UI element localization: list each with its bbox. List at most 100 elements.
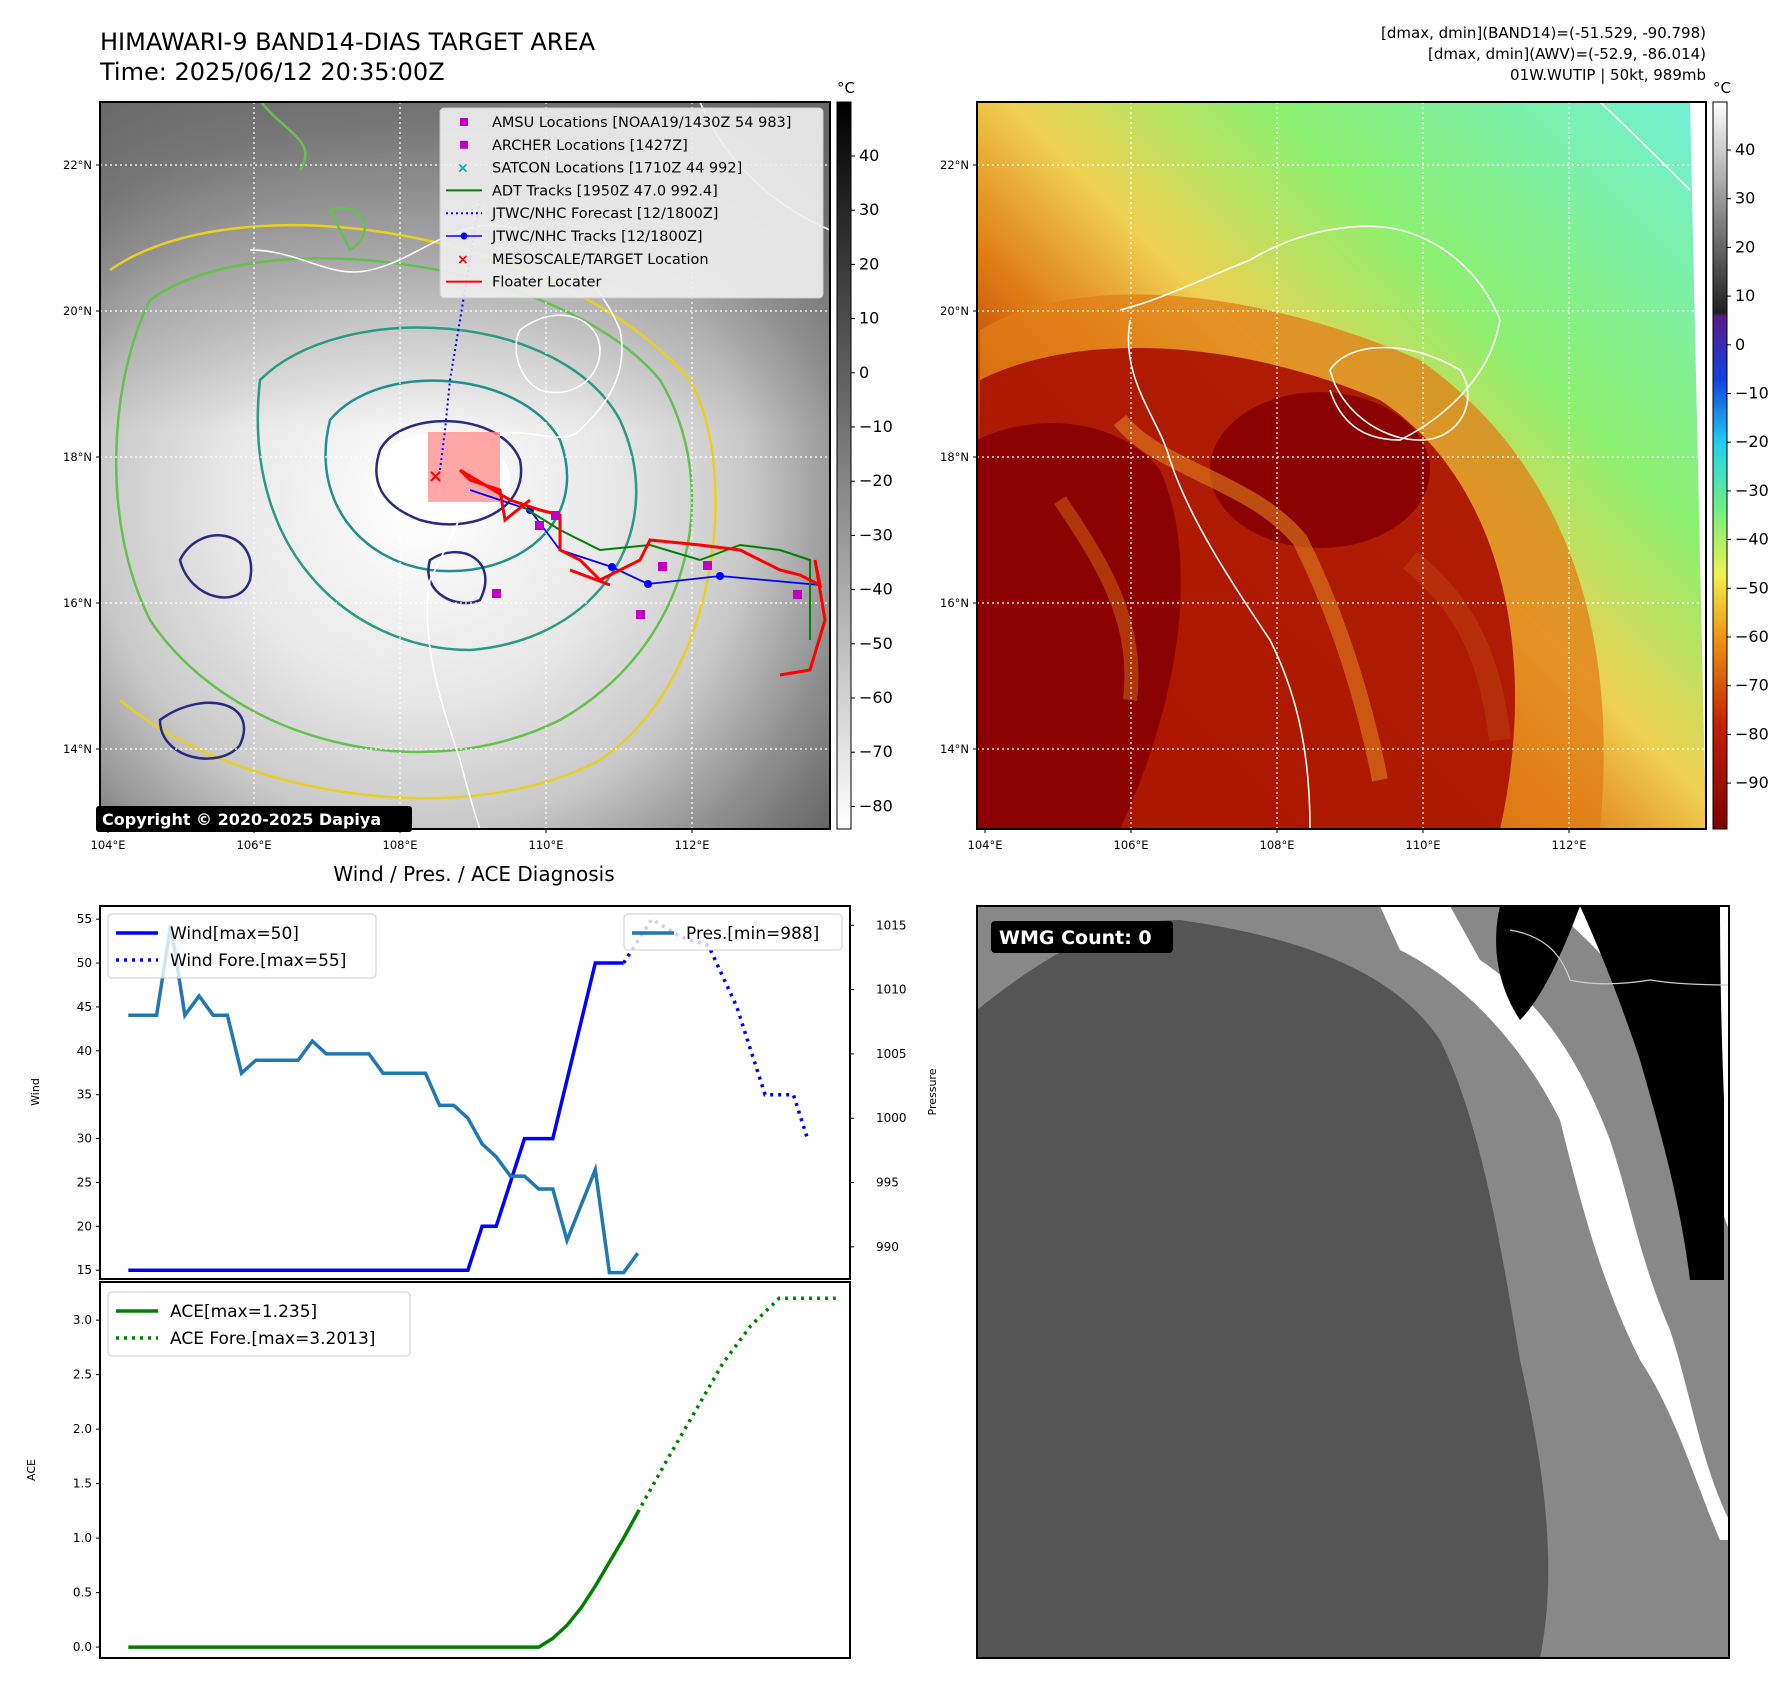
pressure-axis-label: Pressure — [926, 1068, 939, 1115]
awv-colorbar-tick-label: −80 — [1735, 724, 1769, 743]
wind-axis-label: Wind — [29, 1078, 42, 1106]
map-legend-item: JTWC/NHC Forecast [12/1800Z] — [446, 206, 718, 222]
map-legend-item: Floater Locater — [446, 275, 601, 291]
ir-colorbar-tick-label: 10 — [859, 309, 879, 328]
mesoscale-marker: × — [428, 466, 443, 487]
ace-panel: 0.0 0.5 1.0 1.5 2.0 2.5 3.0 ACE[max=1.235] ACE F… — [25, 1281, 851, 1659]
ir-lon-label: 112°E — [675, 838, 710, 852]
series-wind — [128, 961, 624, 1272]
map-legend-item: AMSU Locations [NOAA19/1430Z 54 983] — [460, 115, 791, 131]
ace-axis-label: ACE — [25, 1459, 38, 1481]
ace-legend-label: ACE Fore.[max=3.2013] — [170, 1329, 375, 1349]
map-legend-label: JTWC/NHC Forecast [12/1800Z] — [491, 206, 718, 222]
ace-y-tick-label: 0.0 — [73, 1640, 92, 1654]
ir-lon-label: 108°E — [383, 838, 418, 852]
ir-colorbar-tick-label: 20 — [859, 254, 879, 273]
wind-y-tick-label: 20 — [77, 1219, 92, 1233]
ir-colorbar-tick-label: 40 — [859, 146, 879, 165]
x-marker-icon: × — [457, 161, 469, 177]
ir-lon-label: 106°E — [237, 838, 272, 852]
awv-lon-label: 108°E — [1260, 838, 1295, 852]
awv-colorbar-tick-label: 40 — [1735, 140, 1755, 159]
target-box — [428, 432, 500, 502]
wind-y-tick-label: 50 — [77, 956, 92, 970]
amsu-archer-markers — [492, 511, 802, 619]
pressure-y-tick-label: 990 — [876, 1240, 899, 1254]
ir-colorbar-tick-label: 0 — [859, 363, 869, 382]
square-marker-icon — [460, 140, 468, 149]
awv-colorbar-tick-label: −40 — [1735, 530, 1769, 549]
wind-y-tick-label: 45 — [77, 1000, 92, 1014]
adt-track — [519, 504, 811, 640]
ir-lat-label: 18°N — [63, 450, 92, 464]
diagnosis-title: Wind / Pres. / ACE Diagnosis — [333, 862, 614, 886]
map-legend-item: ARCHER Locations [1427Z] — [460, 138, 688, 154]
awv-lon-label: 106°E — [1114, 838, 1149, 852]
series-ace-forecast — [636, 1296, 836, 1514]
series-ace — [128, 1511, 640, 1649]
ir-map-panel: × AMSU Locations [NOAA19/1430Z 54 983] AR… — [63, 101, 831, 852]
pressure-y-tick-label: 995 — [876, 1176, 899, 1190]
x-marker-icon: × — [457, 252, 469, 268]
ir-colorbar: °C 40 30 20 10 0 −10 −20 −30 −40 −50 −60 −70 −80 — [836, 79, 893, 830]
awv-colorbar-unit: °C — [1713, 79, 1731, 97]
pressure-y-tick-label: 1015 — [876, 918, 907, 932]
dot-line-icon — [446, 232, 482, 240]
ir-colorbar-tick-label: −10 — [859, 417, 893, 436]
ace-legend: ACE[max=1.235] ACE Fore.[max=3.2013] — [107, 1291, 411, 1357]
wind-y-tick-label: 25 — [77, 1175, 92, 1189]
awv-colorbar-tick-label: −60 — [1735, 627, 1769, 646]
ir-lat-label: 22°N — [63, 158, 92, 172]
map-legend-item: ADT Tracks [1950Z 47.0 992.4] — [446, 183, 718, 199]
ir-colorbar-tick-label: −40 — [859, 580, 893, 599]
ace-y-tick-label: 1.0 — [73, 1531, 92, 1545]
ir-colorbar-tick-label: −30 — [859, 525, 893, 544]
awv-colorbar: °C 40 30 20 10 0 −10 −20 −30 −40 −50 −60 −70 −80 −90 — [1712, 79, 1769, 830]
ir-lon-label: 104°E — [91, 838, 126, 852]
wind-pressure-panel: Wind / Pres. / ACE Diagnosis 15 20 25 30 35 4… — [29, 862, 939, 1280]
awv-lon-label: 110°E — [1406, 838, 1441, 852]
series-pressure — [128, 925, 640, 1275]
pressure-legend: Pres.[min=988] — [623, 913, 843, 951]
ace-legend-label: ACE[max=1.235] — [170, 1302, 317, 1322]
ace-y-tick-label: 2.0 — [73, 1422, 92, 1436]
awv-colorbar-tick-label: 30 — [1735, 189, 1755, 208]
ir-lat-label: 20°N — [63, 304, 92, 318]
ace-y-tick-label: 2.5 — [73, 1368, 92, 1382]
wind-y-tick-label: 55 — [77, 912, 92, 926]
awv-lon-label: 112°E — [1552, 838, 1587, 852]
pressure-legend-label: Pres.[min=988] — [686, 924, 819, 944]
square-marker-icon — [460, 118, 468, 126]
wmg-count-badge: WMG Count: 0 — [999, 927, 1152, 949]
map-legend-label: SATCON Locations [1710Z 44 992] — [492, 161, 742, 177]
figure-time: Time: 2025/06/12 20:35:00Z — [99, 58, 445, 86]
jtwc-best-track — [469, 489, 821, 586]
awv-lon-label: 104°E — [968, 838, 1003, 852]
awv-colorbar-tick-label: 10 — [1735, 286, 1755, 305]
awv-map-panel: 104°E 106°E 108°E 110°E 112°E 22°N 20°N 18°N 16°… — [940, 101, 1707, 852]
info-awv: [dmax, dmin](AWV)=(-52.9, -86.014) — [1428, 45, 1706, 63]
awv-lat-label: 20°N — [940, 304, 969, 318]
awv-colorbar-tick-label: −30 — [1735, 481, 1769, 500]
pressure-y-tick-label: 1010 — [876, 983, 907, 997]
map-legend-item: JTWC/NHC Tracks [12/1800Z] — [446, 229, 703, 245]
map-legend-label: MESOSCALE/TARGET Location — [492, 252, 709, 268]
map-legend-label: ARCHER Locations [1427Z] — [492, 138, 688, 154]
ace-y-tick-label: 1.5 — [73, 1477, 92, 1491]
wind-legend: Wind[max=50] Wind Fore.[max=55] — [107, 913, 377, 979]
ir-lat-label: 16°N — [63, 596, 92, 610]
awv-colorbar-tick-label: 0 — [1735, 335, 1745, 354]
ir-colorbar-tick-label: −20 — [859, 471, 893, 490]
ir-colorbar-tick-label: −70 — [859, 742, 893, 761]
ir-lat-label: 14°N — [63, 742, 92, 756]
info-band14: [dmax, dmin](BAND14)=(-51.529, -90.798) — [1381, 24, 1706, 42]
wind-legend-label: Wind[max=50] — [170, 924, 299, 944]
pressure-y-tick-label: 1005 — [876, 1047, 907, 1061]
ir-colorbar-unit: °C — [837, 79, 855, 97]
pressure-y-tick-label: 1000 — [876, 1111, 907, 1125]
wind-y-tick-label: 15 — [77, 1263, 92, 1277]
map-legend-label: ADT Tracks [1950Z 47.0 992.4] — [492, 183, 718, 199]
info-storm: 01W.WUTIP | 50kt, 989mb — [1510, 66, 1706, 84]
awv-axis-labels: 104°E 106°E 108°E 110°E 112°E 22°N 20°N 18°N 16°… — [940, 158, 1586, 852]
